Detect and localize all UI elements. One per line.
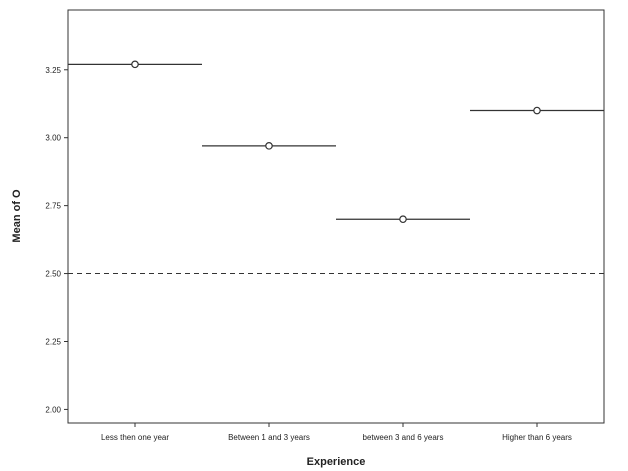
data-series xyxy=(68,60,604,224)
mean-point xyxy=(533,106,541,115)
x-axis-ticks: Less then one year Between 1 and 3 years b… xyxy=(101,423,572,442)
mean-point xyxy=(131,60,139,69)
y-tick-label: 2.25 xyxy=(45,337,61,346)
y-axis-ticks: 2.00 2.25 2.50 2.75 3.00 3.25 xyxy=(45,66,68,414)
y-axis-title: Mean of O xyxy=(11,189,23,243)
x-tick-label: Less then one year xyxy=(101,433,169,442)
y-tick-label: 3.25 xyxy=(45,66,61,75)
x-tick-label: Between 1 and 3 years xyxy=(228,433,310,442)
x-tick-label: between 3 and 6 years xyxy=(363,433,444,442)
x-axis-title: Experience xyxy=(307,456,366,468)
y-tick-label: 2.00 xyxy=(45,405,61,414)
x-tick-label: Higher than 6 years xyxy=(502,433,572,442)
y-tick-label: 2.75 xyxy=(45,202,61,211)
y-tick-label: 3.00 xyxy=(45,134,61,143)
plot-area xyxy=(67,9,605,424)
mean-point xyxy=(265,142,273,150)
y-tick-label: 2.50 xyxy=(45,270,61,279)
mean-point xyxy=(399,215,407,224)
